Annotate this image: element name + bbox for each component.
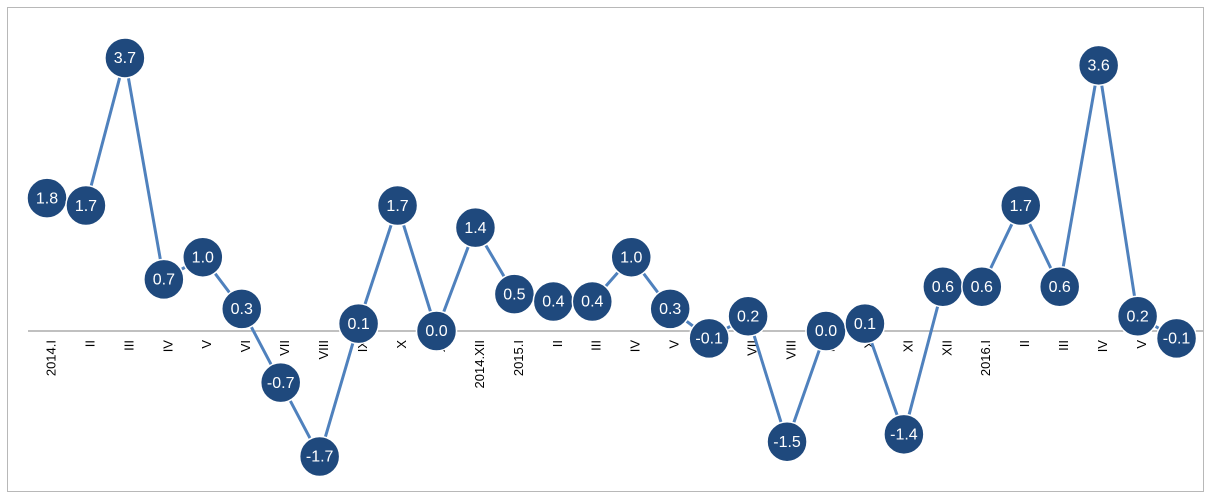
x-tick-label: 2014.I (43, 340, 58, 376)
data-label: 1.7 (1010, 198, 1032, 215)
x-tick-label: 2014.XII (472, 340, 487, 388)
data-label: -1.4 (890, 427, 918, 444)
data-point-marker (376, 184, 419, 227)
x-tick-label: II (82, 340, 97, 347)
x-tick-label: X (394, 340, 409, 349)
data-label: 0.2 (1126, 308, 1148, 325)
data-label: 1.0 (192, 249, 214, 266)
data-label: 0.7 (153, 272, 175, 289)
x-tick-label: XII (939, 340, 954, 356)
data-label: 0.2 (737, 308, 759, 325)
x-tick-label: II (1017, 340, 1032, 347)
data-point-marker (143, 258, 185, 301)
data-point-marker (298, 435, 341, 478)
data-point-marker (1155, 317, 1198, 360)
x-tick-label: V (667, 340, 682, 349)
x-tick-label: VII (277, 340, 292, 356)
data-label: 1.0 (620, 249, 642, 266)
data-label: -1.5 (773, 434, 801, 451)
data-point-marker (104, 37, 146, 79)
data-point-marker (221, 288, 263, 330)
data-label: 0.0 (815, 323, 837, 340)
x-tick-label: IV (1095, 340, 1110, 353)
data-point-marker (259, 361, 302, 404)
data-label: -0.1 (695, 331, 723, 348)
data-label: -0.1 (1163, 331, 1191, 348)
data-point-marker (961, 265, 1003, 308)
data-point-marker (610, 236, 652, 278)
data-label: 0.1 (854, 316, 876, 333)
data-label: 0.6 (932, 279, 954, 296)
data-point-marker (766, 420, 808, 463)
data-point-marker (649, 288, 691, 330)
x-tick-label: V (199, 340, 214, 349)
x-tick-label: II (550, 340, 565, 347)
data-point-marker (65, 184, 107, 227)
x-tick-label: X (861, 340, 876, 349)
x-tick-label: IV (160, 340, 175, 353)
data-label: 0.1 (347, 316, 369, 333)
data-point-marker (883, 413, 925, 456)
x-tick-label: V (1134, 340, 1149, 349)
data-point-marker (688, 317, 730, 360)
data-point-marker (415, 310, 458, 352)
data-label: 1.7 (75, 198, 97, 215)
data-point-marker (337, 302, 380, 345)
x-tick-label: III (1056, 340, 1071, 351)
x-tick-label: III (121, 340, 136, 351)
x-tick-label: VIII (783, 340, 798, 360)
data-label: 0.6 (1049, 279, 1071, 296)
data-point-marker (571, 280, 614, 323)
data-label: 0.3 (231, 301, 253, 318)
data-label: 0.0 (425, 323, 447, 340)
data-label: 3.6 (1088, 58, 1110, 75)
data-label: 3.7 (114, 50, 136, 67)
data-point-marker (1038, 265, 1081, 308)
data-point-marker (844, 302, 886, 345)
data-label: 0.6 (971, 279, 993, 296)
data-label: 0.5 (503, 286, 525, 303)
x-tick-label: VIII (316, 340, 331, 360)
x-tick-label: XI (900, 340, 915, 352)
data-label: 0.3 (659, 301, 681, 318)
x-tick-label: 2015.I (511, 340, 526, 376)
data-label: -0.7 (267, 375, 295, 392)
data-label: 1.7 (386, 198, 408, 215)
data-point-marker (727, 295, 769, 337)
x-tick-label: 2016.I (978, 340, 993, 376)
data-point-marker (182, 236, 224, 278)
x-tick-label: VI (238, 340, 253, 352)
data-point-marker (1077, 44, 1120, 87)
x-tick-label: III (589, 340, 604, 351)
data-label: 0.4 (581, 294, 603, 311)
data-point-marker (1116, 295, 1159, 337)
data-label: -1.7 (306, 449, 334, 466)
data-label: 0.4 (542, 294, 564, 311)
data-label: 1.4 (464, 220, 486, 237)
x-tick-label: IV (628, 340, 643, 353)
data-point-marker (1000, 184, 1042, 227)
data-point-marker (454, 206, 497, 249)
data-label: 1.8 (36, 190, 58, 207)
